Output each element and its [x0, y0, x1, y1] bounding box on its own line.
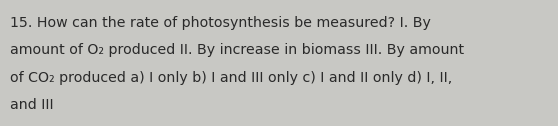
Text: amount of O₂ produced II. By increase in biomass III. By amount: amount of O₂ produced II. By increase in…: [10, 43, 464, 57]
Text: 15. How can the rate of photosynthesis be measured? I. By: 15. How can the rate of photosynthesis b…: [10, 16, 431, 30]
Text: and III: and III: [10, 98, 54, 112]
Text: of CO₂ produced a) I only b) I and III only c) I and II only d) I, II,: of CO₂ produced a) I only b) I and III o…: [10, 71, 453, 85]
